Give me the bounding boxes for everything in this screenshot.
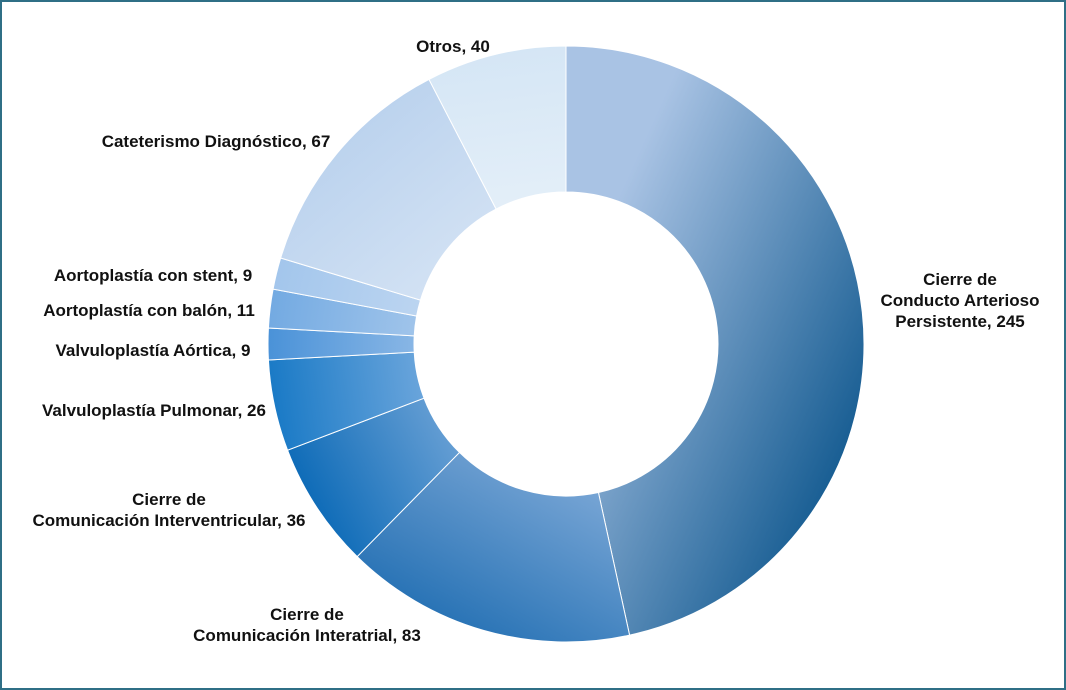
slice-label-line: Valvuloplastía Aórtica, 9 — [56, 341, 251, 360]
slice-label-3: Valvuloplastía Pulmonar, 26 — [42, 401, 266, 420]
slice-label-2: Cierre de Comunicación Interventricular, … — [32, 490, 305, 530]
slice-1 — [356, 451, 631, 643]
slice-label-6: Aortoplastía con stent, 9 — [54, 266, 252, 285]
slice-label-line: Aortoplastía con balón, 11 — [43, 301, 255, 320]
slice-label-7: Cateterismo Diagnóstico, 67 — [102, 132, 331, 151]
slice-label-line: Valvuloplastía Pulmonar, 26 — [42, 401, 266, 420]
slice-label-5: Aortoplastía con balón, 11 — [43, 301, 255, 320]
slice-label-1: Cierre de Comunicación Interatrial, 83 — [193, 605, 421, 645]
slice-label-line: Otros, 40 — [416, 37, 490, 56]
slice-label-line: Aortoplastía con stent, 9 — [54, 266, 252, 285]
slice-label-line: Comunicación Interatrial, 83 — [193, 626, 421, 645]
slices-group — [267, 45, 865, 643]
slice-label-line: Conducto Arterioso — [881, 291, 1040, 310]
slice-label-line: Cateterismo Diagnóstico, 67 — [102, 132, 331, 151]
slice-label-line: Persistente, 245 — [895, 312, 1024, 331]
donut-hole — [414, 192, 718, 496]
slice-label-line: Cierre de — [923, 270, 997, 289]
slice-label-4: Valvuloplastía Aórtica, 9 — [56, 341, 251, 360]
slice-8 — [428, 45, 567, 210]
slice-label-line: Cierre de — [270, 605, 344, 624]
slice-label-line: Cierre de — [132, 490, 206, 509]
slice-label-0: Cierre de Conducto Arterioso Persistente, … — [881, 270, 1040, 331]
slice-label-8: Otros, 40 — [416, 37, 490, 56]
labels-group: Cierre de Conducto Arterioso Persistente, … — [32, 37, 1039, 645]
slice-label-line: Comunicación Interventricular, 36 — [32, 511, 305, 530]
